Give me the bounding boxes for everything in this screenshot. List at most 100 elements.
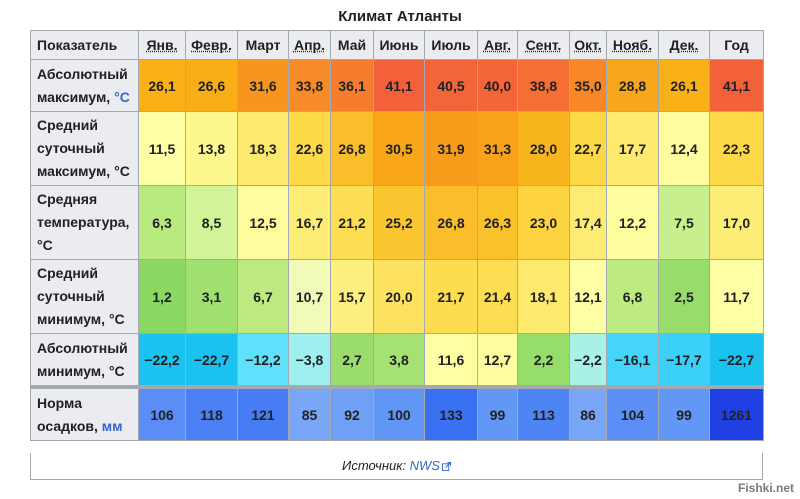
data-cell: −22,7 — [185, 333, 238, 388]
data-cell: 15,7 — [330, 259, 374, 334]
data-cell: 104 — [606, 385, 659, 441]
row-label-line: осадков, — [37, 417, 98, 434]
watermark: Fishki.net — [737, 481, 794, 495]
row-label-line: Средний — [37, 117, 99, 133]
row-label: Средний суточный минимум, °C — [30, 259, 139, 334]
data-cell: 20,0 — [373, 259, 425, 334]
data-cell: 2,5 — [658, 259, 710, 334]
data-cell: 41,1 — [373, 59, 425, 112]
data-cell: 2,2 — [517, 333, 570, 388]
row-label-line: суточный — [37, 288, 105, 304]
source-prefix: Источник: — [342, 458, 407, 473]
header-month: Июнь — [373, 30, 425, 60]
year-cell: 11,7 — [709, 259, 764, 334]
data-cell: 17,4 — [569, 185, 607, 260]
year-cell: 22,3 — [709, 111, 764, 186]
header-month[interactable]: Февр. — [185, 30, 238, 60]
row-label-line: минимум, — [37, 311, 106, 327]
data-cell: 36,1 — [330, 59, 374, 112]
data-cell: 121 — [237, 385, 289, 441]
data-cell: −2,2 — [569, 333, 607, 388]
row-label-line: Средняя — [37, 191, 98, 207]
data-cell: 10,7 — [288, 259, 331, 334]
data-cell: 40,0 — [477, 59, 518, 112]
data-cell: 6,3 — [138, 185, 186, 260]
header-month[interactable]: Авг. — [477, 30, 518, 60]
data-cell: 11,5 — [138, 111, 186, 186]
unit-label[interactable]: °C — [114, 88, 130, 105]
table-row: Средний суточный максимум, °C 11,5 13,8 18,3 2… — [30, 111, 764, 186]
data-cell: 35,0 — [569, 59, 607, 112]
data-cell: 86 — [569, 385, 607, 441]
data-cell: 33,8 — [288, 59, 331, 112]
unit-label: °C — [114, 163, 130, 179]
row-label: Средняя температура, °C — [30, 185, 139, 260]
header-indicator: Показатель — [30, 30, 139, 60]
data-cell: 8,5 — [185, 185, 238, 260]
data-cell: 6,8 — [606, 259, 659, 334]
table-row: Средний суточный минимум, °C 1,2 3,1 6,7 10,7 1… — [30, 259, 764, 334]
header-month[interactable]: Апр. — [288, 30, 331, 60]
data-cell: 3,8 — [373, 333, 425, 388]
data-cell: 12,7 — [477, 333, 518, 388]
data-cell: −17,7 — [658, 333, 710, 388]
row-label-line: максимум, — [37, 88, 111, 105]
row-label-line: °C — [37, 237, 53, 253]
data-cell: 21,7 — [424, 259, 478, 334]
header-row: Показатель Янв. Февр. Март Апр. Май Июнь… — [30, 30, 764, 60]
data-cell: 26,8 — [330, 111, 374, 186]
table-caption: Климат Атланты — [338, 8, 462, 25]
data-cell: 26,8 — [424, 185, 478, 260]
data-cell: 38,8 — [517, 59, 570, 112]
data-cell: 12,1 — [569, 259, 607, 334]
data-cell: 26,3 — [477, 185, 518, 260]
climate-table: Показатель Янв. Февр. Март Апр. Май Июнь… — [30, 30, 764, 441]
data-cell: 22,6 — [288, 111, 331, 186]
row-label-line: Абсолютный — [37, 339, 128, 356]
header-month[interactable]: Янв. — [138, 30, 186, 60]
data-cell: 26,6 — [185, 59, 238, 112]
data-cell: 118 — [185, 385, 238, 441]
year-cell: −22,7 — [709, 333, 764, 388]
header-month[interactable]: Окт. — [569, 30, 607, 60]
year-cell: 1261 — [709, 385, 764, 441]
row-label: Средний суточный максимум, °C — [30, 111, 139, 186]
header-month[interactable]: Сент. — [517, 30, 570, 60]
data-cell: 113 — [517, 385, 570, 441]
row-label: Абсолютный максимум, °C — [30, 59, 139, 112]
header-month[interactable]: Нояб. — [606, 30, 659, 60]
table-row: Абсолютный минимум, °C −22,2 −22,7 −12,2 −3,8… — [30, 333, 764, 388]
data-cell: 12,2 — [606, 185, 659, 260]
header-month[interactable]: Дек. — [658, 30, 710, 60]
data-cell: 106 — [138, 385, 186, 441]
row-label-line: температура, — [37, 214, 130, 230]
external-link-icon — [441, 462, 451, 471]
source-note: Источник: NWS — [30, 453, 763, 480]
data-cell: 99 — [477, 385, 518, 441]
row-label: Норма осадков, мм — [30, 385, 139, 441]
header-month: Март — [237, 30, 289, 60]
row-label-line: минимум, — [37, 362, 106, 379]
data-cell: 21,4 — [477, 259, 518, 334]
data-cell: 85 — [288, 385, 331, 441]
unit-label[interactable]: мм — [101, 417, 123, 434]
data-cell: 100 — [373, 385, 425, 441]
header-month: Май — [330, 30, 374, 60]
row-label-line: Норма — [37, 394, 82, 411]
year-cell: 17,0 — [709, 185, 764, 260]
row-label-line: Абсолютный — [37, 65, 128, 82]
data-cell: 12,4 — [658, 111, 710, 186]
data-cell: 11,6 — [424, 333, 478, 388]
data-cell: 3,1 — [185, 259, 238, 334]
data-cell: −22,2 — [138, 333, 186, 388]
data-cell: 21,2 — [330, 185, 374, 260]
data-cell: 31,3 — [477, 111, 518, 186]
table-row: Норма осадков, мм 106 118 121 85 92 100 133 99 113… — [30, 385, 764, 441]
row-label-line: суточный — [37, 140, 105, 156]
data-cell: 31,6 — [237, 59, 289, 112]
year-cell: 41,1 — [709, 59, 764, 112]
source-link[interactable]: NWS — [410, 458, 451, 473]
data-cell: 18,3 — [237, 111, 289, 186]
data-cell: 12,5 — [237, 185, 289, 260]
data-cell: 23,0 — [517, 185, 570, 260]
